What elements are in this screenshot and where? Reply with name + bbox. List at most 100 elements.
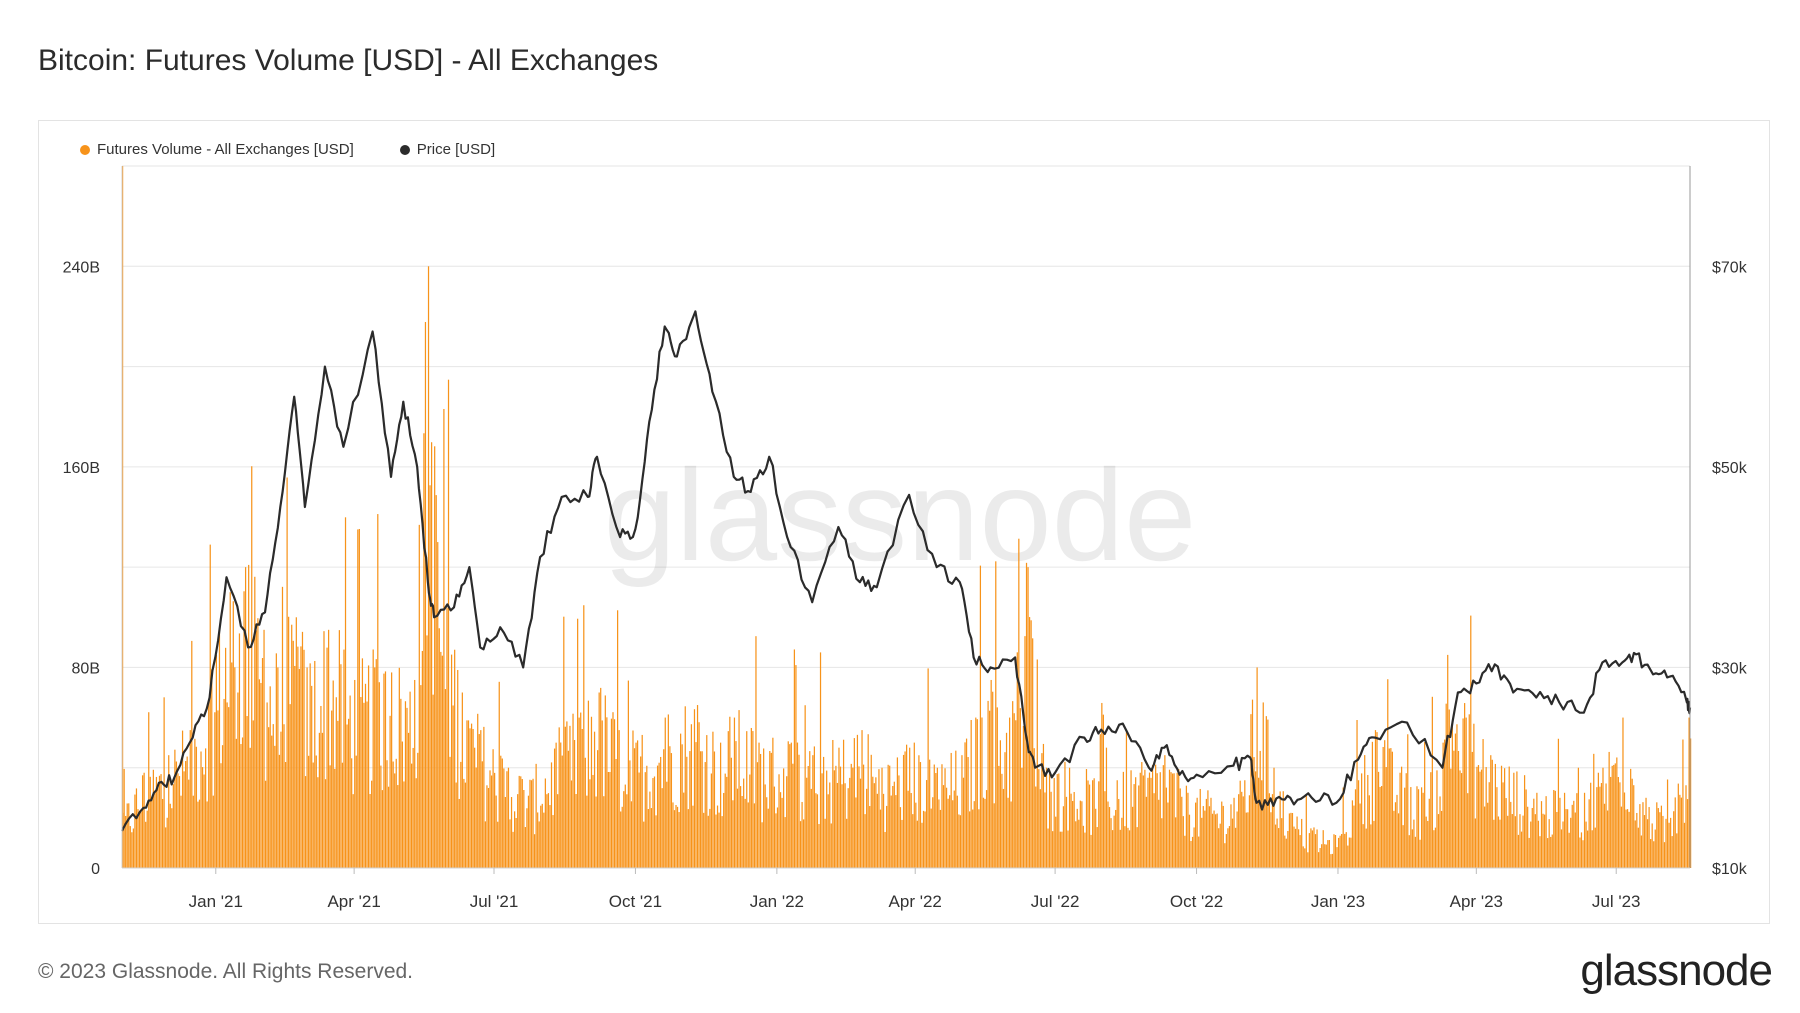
volume-bar	[959, 815, 962, 868]
volume-bar	[1611, 765, 1613, 868]
volume-bar	[1682, 739, 1684, 868]
volume-bar	[824, 818, 826, 868]
volume-bar	[1110, 818, 1112, 868]
volume-bar	[1211, 813, 1214, 868]
volume-bar	[1271, 794, 1274, 868]
volume-bar	[833, 770, 835, 868]
volume-bar	[1337, 837, 1340, 868]
volume-bar	[355, 755, 357, 868]
volume-bar	[381, 790, 384, 868]
glassnode-logo[interactable]: glassnode	[1580, 946, 1773, 995]
volume-bar	[334, 768, 336, 868]
volume-bar	[735, 741, 737, 868]
volume-bar	[1507, 815, 1509, 868]
volume-bar	[1222, 805, 1224, 868]
legend-item-price[interactable]: Price [USD]	[399, 141, 495, 158]
volume-bar	[1457, 750, 1460, 868]
volume-bar	[518, 775, 520, 868]
volume-bar	[238, 633, 241, 868]
volume-bar	[964, 742, 966, 868]
volume-bar	[411, 763, 413, 868]
volume-bar	[1102, 714, 1104, 868]
volume-bar	[438, 628, 440, 868]
volume-bar	[655, 815, 657, 868]
volume-bar	[1113, 815, 1115, 868]
volume-bar	[457, 669, 459, 868]
volume-bar	[1367, 774, 1369, 868]
volume-bar	[1391, 751, 1393, 868]
volume-bar	[400, 698, 402, 868]
volume-bar	[1039, 789, 1041, 868]
volume-bar	[421, 650, 423, 868]
volume-bar	[1404, 787, 1406, 868]
legend-price-swatch	[399, 144, 410, 155]
volume-bar	[152, 769, 154, 868]
volume-bar	[1028, 617, 1031, 868]
volume-bar	[618, 730, 620, 868]
volume-bar	[327, 629, 330, 868]
volume-bar	[1027, 567, 1029, 868]
volume-bar	[892, 785, 894, 868]
volume-bar	[901, 819, 903, 868]
volume-bar	[1092, 780, 1094, 868]
volume-bar	[1410, 787, 1412, 868]
volume-bar	[1016, 652, 1018, 868]
volume-bar	[347, 718, 350, 868]
volume-bar	[1330, 854, 1332, 868]
volume-bar	[441, 655, 443, 868]
volume-bar	[1262, 702, 1264, 868]
volume-bar	[132, 828, 134, 868]
volume-bar	[249, 747, 251, 868]
volume-bar	[320, 705, 322, 868]
volume-bar	[1070, 793, 1072, 868]
volume-bar	[1440, 810, 1443, 868]
volume-bar	[1574, 812, 1576, 868]
volume-bar	[331, 710, 333, 868]
volume-bar	[1207, 790, 1209, 868]
volume-bar	[1374, 730, 1377, 868]
volume-bar	[1075, 821, 1077, 868]
volume-bar	[1568, 832, 1570, 868]
volume-bar	[435, 495, 437, 868]
volume-bar	[1646, 819, 1649, 868]
volume-bar	[523, 790, 525, 868]
volume-bar	[1076, 808, 1078, 868]
volume-bar	[918, 755, 920, 868]
volume-bar	[1560, 829, 1563, 868]
volume-bar	[1096, 827, 1098, 868]
volume-bar	[472, 728, 474, 868]
volume-bar	[1563, 792, 1566, 868]
volume-bar	[1640, 835, 1643, 868]
volume-bar	[515, 818, 517, 868]
volume-bar	[1685, 785, 1687, 868]
volume-bar	[1162, 765, 1164, 868]
volume-bar	[707, 815, 709, 868]
legend-item-volume[interactable]: Futures Volume - All Exchanges [USD]	[80, 141, 354, 158]
volume-bar	[1138, 785, 1140, 868]
volume-bar	[1053, 778, 1055, 868]
volume-bar	[921, 822, 923, 868]
x-tick-label: Apr '21	[327, 892, 380, 911]
volume-bar	[552, 815, 554, 868]
volume-bar	[1251, 699, 1254, 868]
y-left-tick-label: 80B	[72, 660, 100, 677]
volume-bar	[604, 695, 606, 868]
volume-bar	[1148, 772, 1151, 868]
volume-bar	[341, 762, 344, 868]
volume-bar	[1622, 717, 1624, 868]
volume-bar	[789, 744, 791, 868]
volume-bar	[1347, 845, 1349, 868]
volume-bar	[770, 752, 772, 868]
volume-bar	[215, 654, 217, 868]
volume-bar	[1519, 814, 1521, 868]
volume-bar	[718, 812, 720, 868]
volume-bar	[922, 810, 925, 868]
volume-bar	[798, 754, 800, 868]
volume-bar	[1597, 772, 1599, 868]
volume-bar	[243, 591, 245, 868]
volume-bar	[1179, 788, 1181, 868]
volume-bar	[1399, 772, 1401, 868]
volume-bar	[758, 742, 760, 868]
volume-bar	[1202, 806, 1204, 868]
volume-bar	[976, 719, 978, 868]
